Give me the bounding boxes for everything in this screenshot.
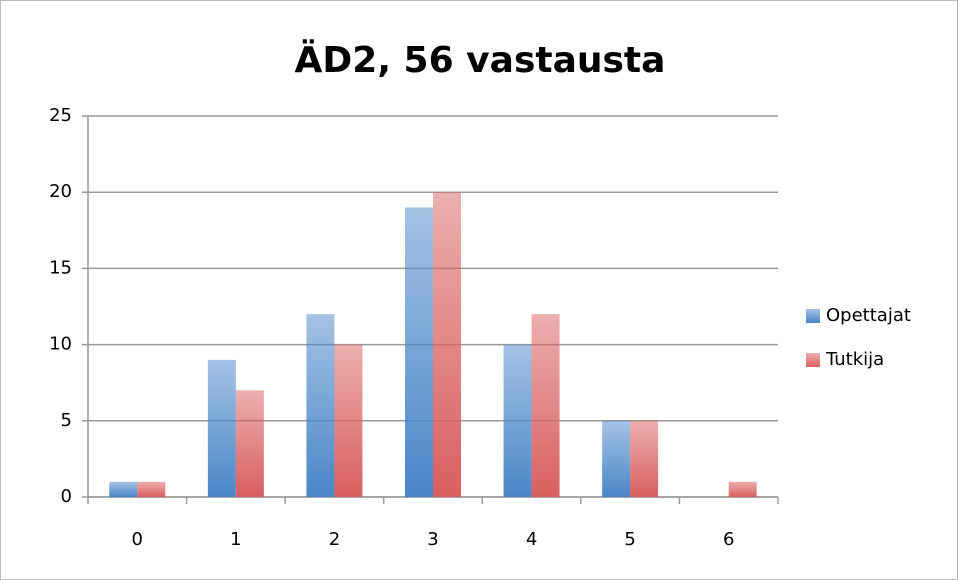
- legend-swatch: [806, 309, 820, 323]
- y-tick-label: 5: [61, 410, 72, 431]
- bar: [728, 481, 757, 497]
- legend-label: Opettajat: [826, 305, 911, 326]
- bar: [433, 192, 461, 497]
- x-tick-label: 2: [329, 529, 340, 550]
- bar: [405, 207, 433, 497]
- x-tick-label: 0: [132, 529, 143, 550]
- bar: [531, 314, 560, 497]
- bar: [235, 390, 264, 497]
- bar: [137, 481, 166, 497]
- x-tick-label: 1: [230, 529, 241, 550]
- y-tick-label: 15: [49, 257, 72, 278]
- x-tick-label: 4: [526, 529, 537, 550]
- y-tick-label: 20: [49, 181, 72, 202]
- bar: [306, 314, 335, 497]
- y-tick-label: 0: [61, 486, 72, 507]
- x-tick-label: 3: [427, 529, 438, 550]
- legend-swatch: [806, 353, 820, 367]
- y-tick-label: 10: [49, 334, 72, 355]
- bar: [109, 481, 138, 497]
- bar: [630, 420, 659, 497]
- chart-title: ÄD2, 56 vastausta: [295, 39, 666, 81]
- bar: [207, 359, 236, 497]
- y-tick-label: 25: [49, 105, 72, 126]
- x-tick-label: 5: [624, 529, 635, 550]
- bar: [503, 344, 532, 497]
- x-tick-label: 6: [723, 529, 734, 550]
- bar: [334, 344, 363, 497]
- legend-label: Tutkija: [825, 349, 884, 370]
- bar: [602, 420, 631, 497]
